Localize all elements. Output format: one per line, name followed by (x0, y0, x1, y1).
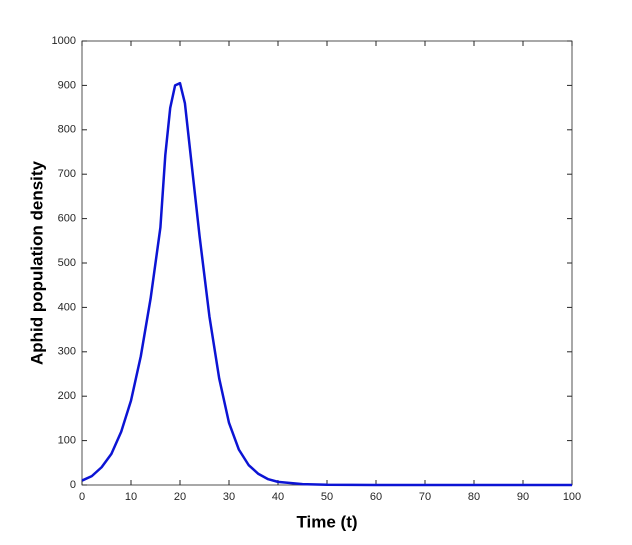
x-tick-label: 20 (174, 491, 186, 503)
y-tick-label: 100 (58, 435, 76, 447)
x-tick-label: 60 (370, 491, 382, 503)
y-tick-label: 600 (58, 213, 76, 225)
y-tick-label: 0 (70, 479, 76, 491)
y-tick-label: 800 (58, 124, 76, 136)
y-tick-label: 1000 (52, 35, 76, 47)
y-tick-label: 300 (58, 346, 76, 358)
x-tick-label: 0 (79, 491, 85, 503)
line (81, 81, 572, 487)
x-tick-label: 40 (272, 491, 284, 503)
x-tick-label: 70 (419, 491, 431, 503)
x-tick-label: 100 (563, 491, 581, 503)
plot-frame (81, 40, 573, 486)
y-tick-label: 400 (58, 301, 76, 313)
x-tick-label: 50 (321, 491, 333, 503)
y-tick-label: 200 (58, 390, 76, 402)
x-axis-title: Time (t) (296, 512, 357, 531)
y-tick-label: 900 (58, 79, 76, 91)
y-tick-label: 500 (58, 257, 76, 269)
x-tick-label: 10 (125, 491, 137, 503)
y-axis-title: Aphid population density (27, 160, 46, 365)
y-tick-label: 700 (58, 168, 76, 180)
x-tick-label: 30 (223, 491, 235, 503)
x-tick-label: 80 (468, 491, 480, 503)
x-tick-label: 90 (517, 491, 529, 503)
